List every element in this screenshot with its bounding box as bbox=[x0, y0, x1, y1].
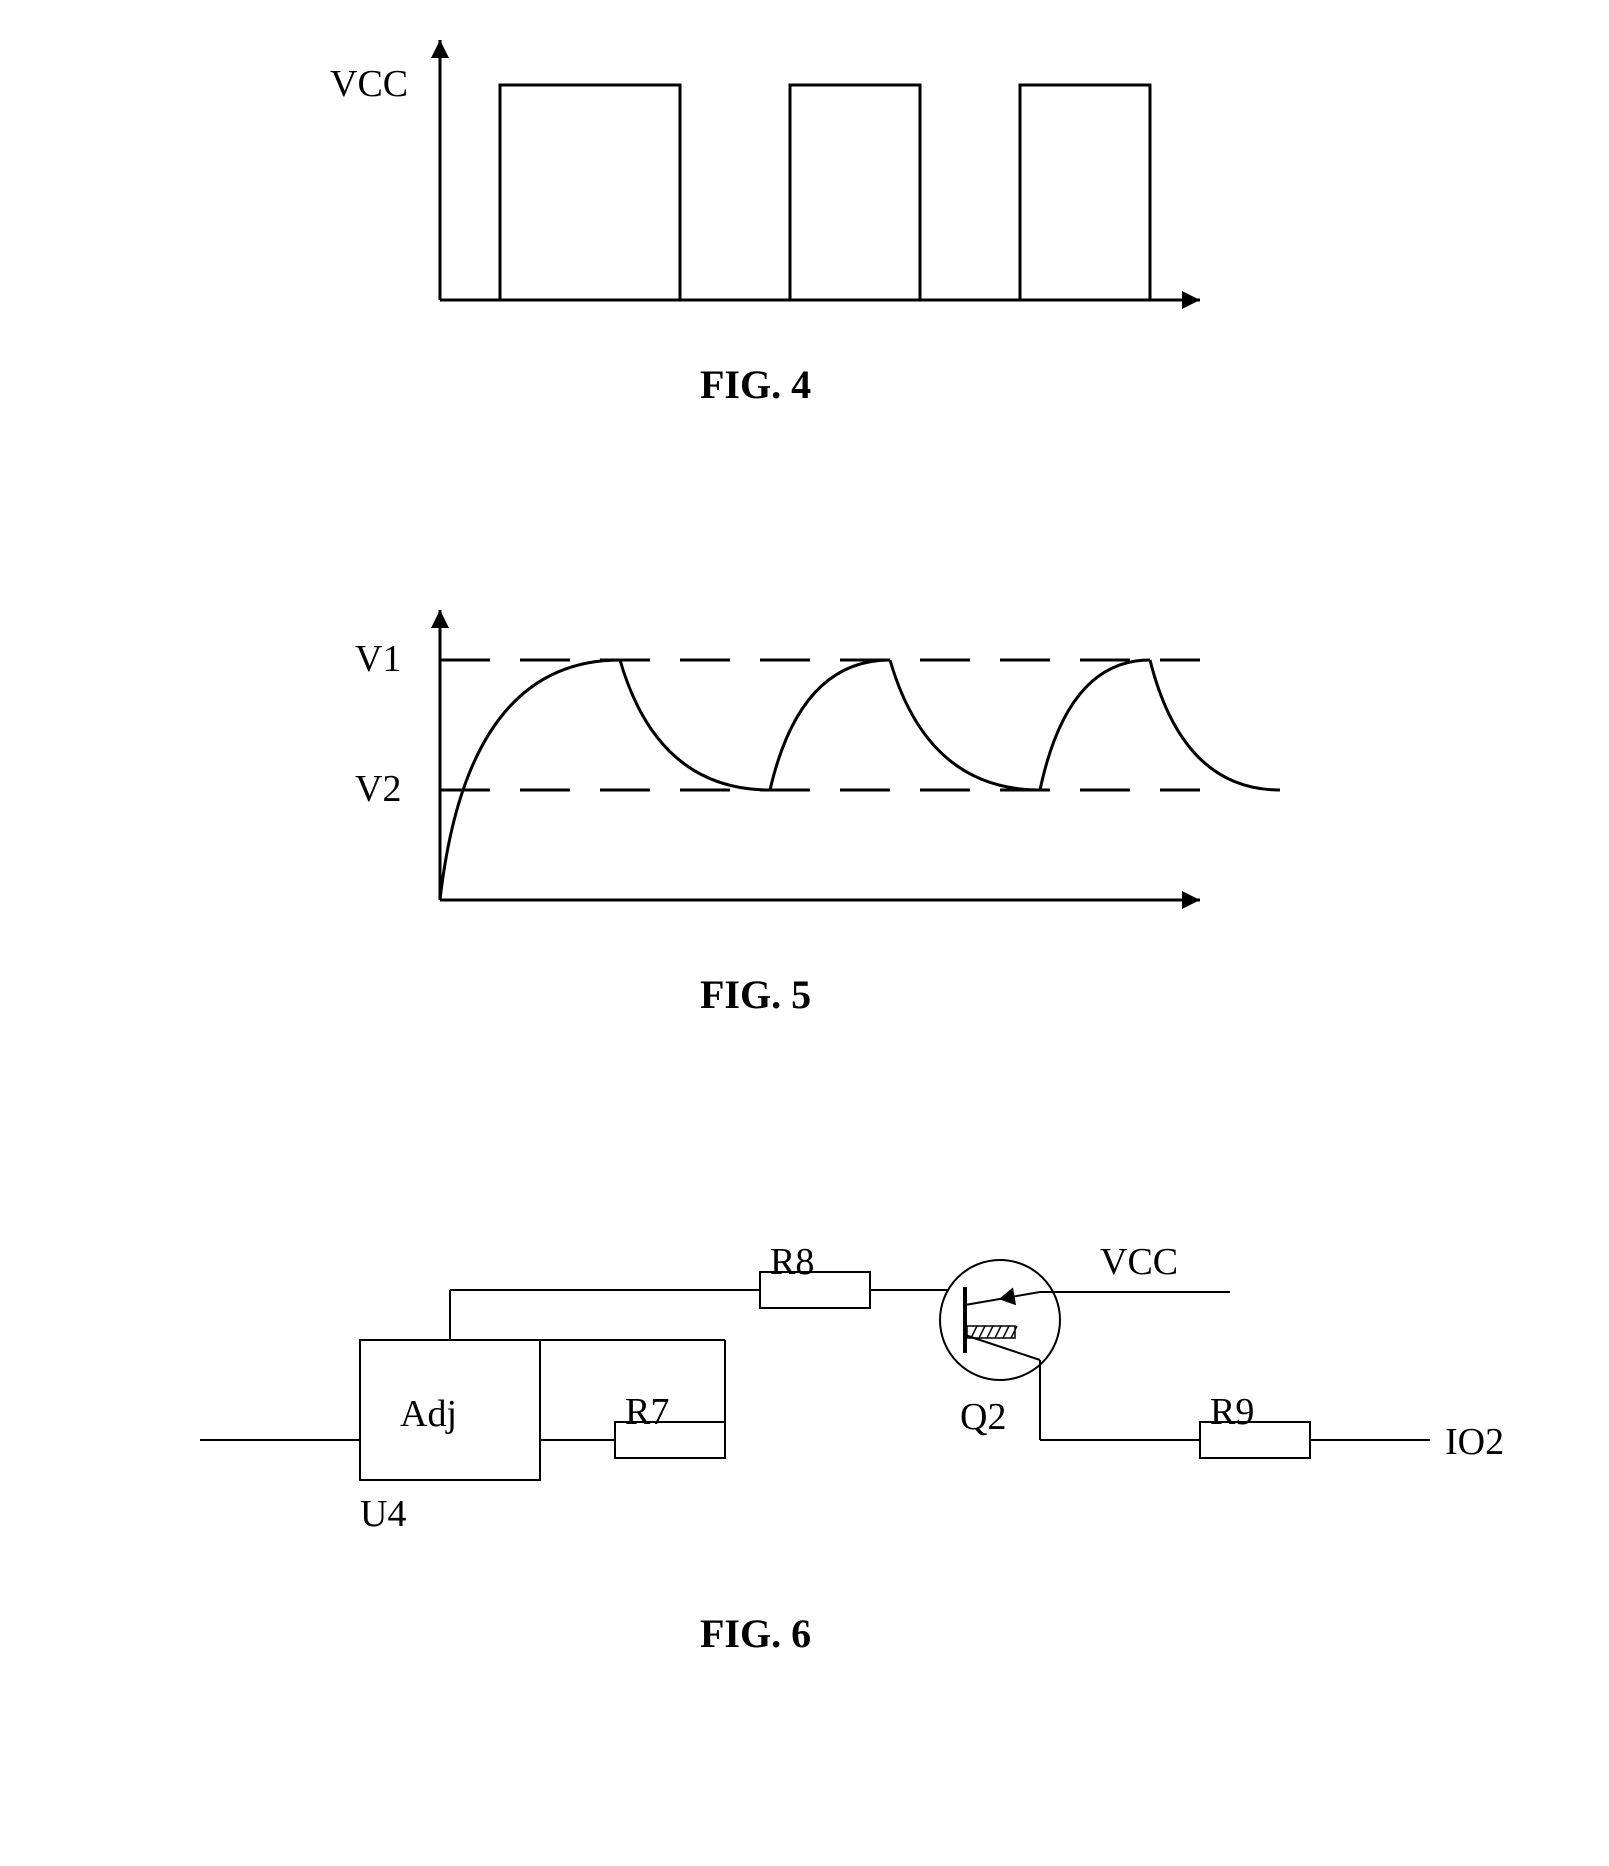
fig6-caption: FIG. 6 bbox=[700, 1610, 811, 1657]
page: VCC FIG. 4 V1 V2 FIG. 5 Adj U4 R7 R8 R9 … bbox=[0, 0, 1609, 1866]
fig6-q2-label: Q2 bbox=[960, 1395, 1006, 1439]
fig6-vcc-label: VCC bbox=[1100, 1240, 1178, 1284]
fig6-r7-label: R7 bbox=[625, 1390, 669, 1434]
fig6-r9-label: R9 bbox=[1210, 1390, 1254, 1434]
fig6-u4-label: U4 bbox=[360, 1492, 406, 1536]
fig6-adj-label: Adj bbox=[400, 1392, 457, 1436]
fig6-r8-label: R8 bbox=[770, 1240, 814, 1284]
fig6-io2-label: IO2 bbox=[1445, 1420, 1504, 1464]
fig6-svg bbox=[0, 0, 1609, 1866]
